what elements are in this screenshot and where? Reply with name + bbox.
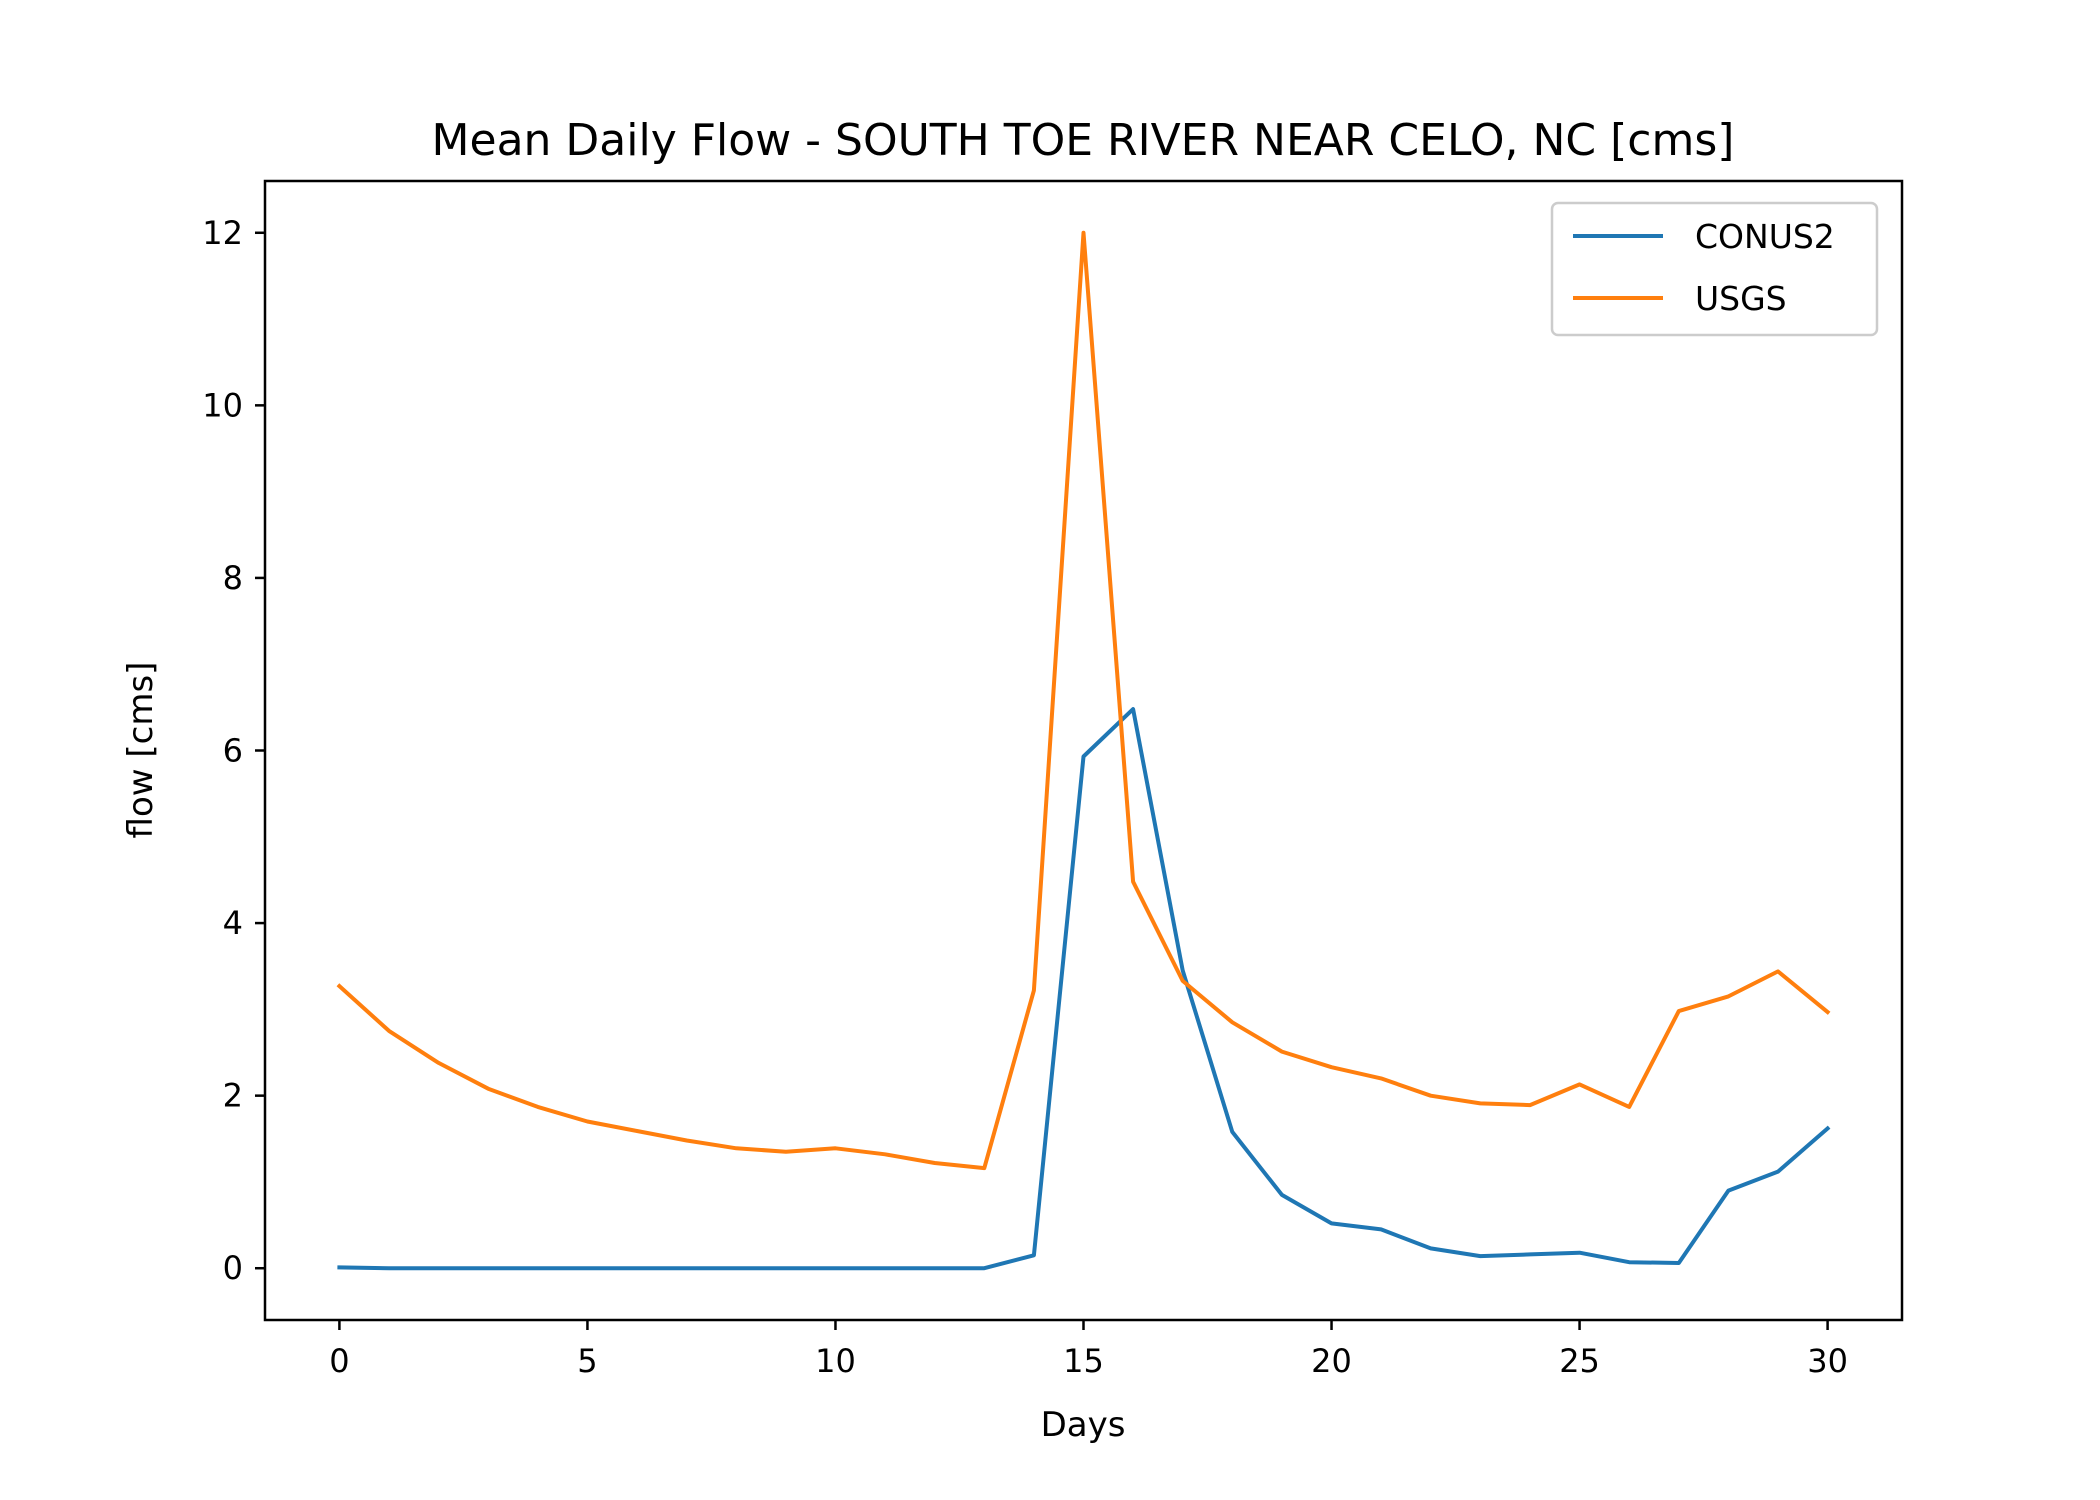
x-axis-label: Days [1041,1405,1126,1445]
chart-title: Mean Daily Flow - SOUTH TOE RIVER NEAR C… [432,115,1735,166]
x-tick-label: 0 [329,1342,349,1380]
y-tick-label: 0 [223,1249,243,1287]
y-tick-label: 8 [223,559,243,597]
x-tick-label: 5 [577,1342,597,1380]
y-tick-label: 10 [202,386,243,424]
y-tick-label: 12 [202,214,243,252]
plot-series [336,230,1831,1271]
legend-label-usgs: USGS [1695,279,1787,318]
series-line-usgs [336,230,1831,1171]
x-tick-label: 10 [815,1342,856,1380]
legend-label-conus2: CONUS2 [1695,217,1835,256]
y-axis-label: flow [cms] [121,662,161,839]
x-tick-label: 30 [1807,1342,1848,1380]
y-tick-label: 2 [223,1077,243,1115]
y-tick-label: 6 [223,732,243,770]
plot-frame [263,179,1904,1322]
y-axis: 0 2 4 6 8 10 12 [202,214,265,1287]
y-tick-label: 4 [223,904,243,942]
series-line-conus2 [337,707,1831,1271]
x-tick-label: 20 [1311,1342,1352,1380]
x-axis: 0 5 10 15 20 25 30 [329,1320,1848,1380]
x-tick-label: 15 [1063,1342,1104,1380]
legend: CONUS2 USGS [1550,201,1879,337]
x-tick-label: 25 [1559,1342,1600,1380]
